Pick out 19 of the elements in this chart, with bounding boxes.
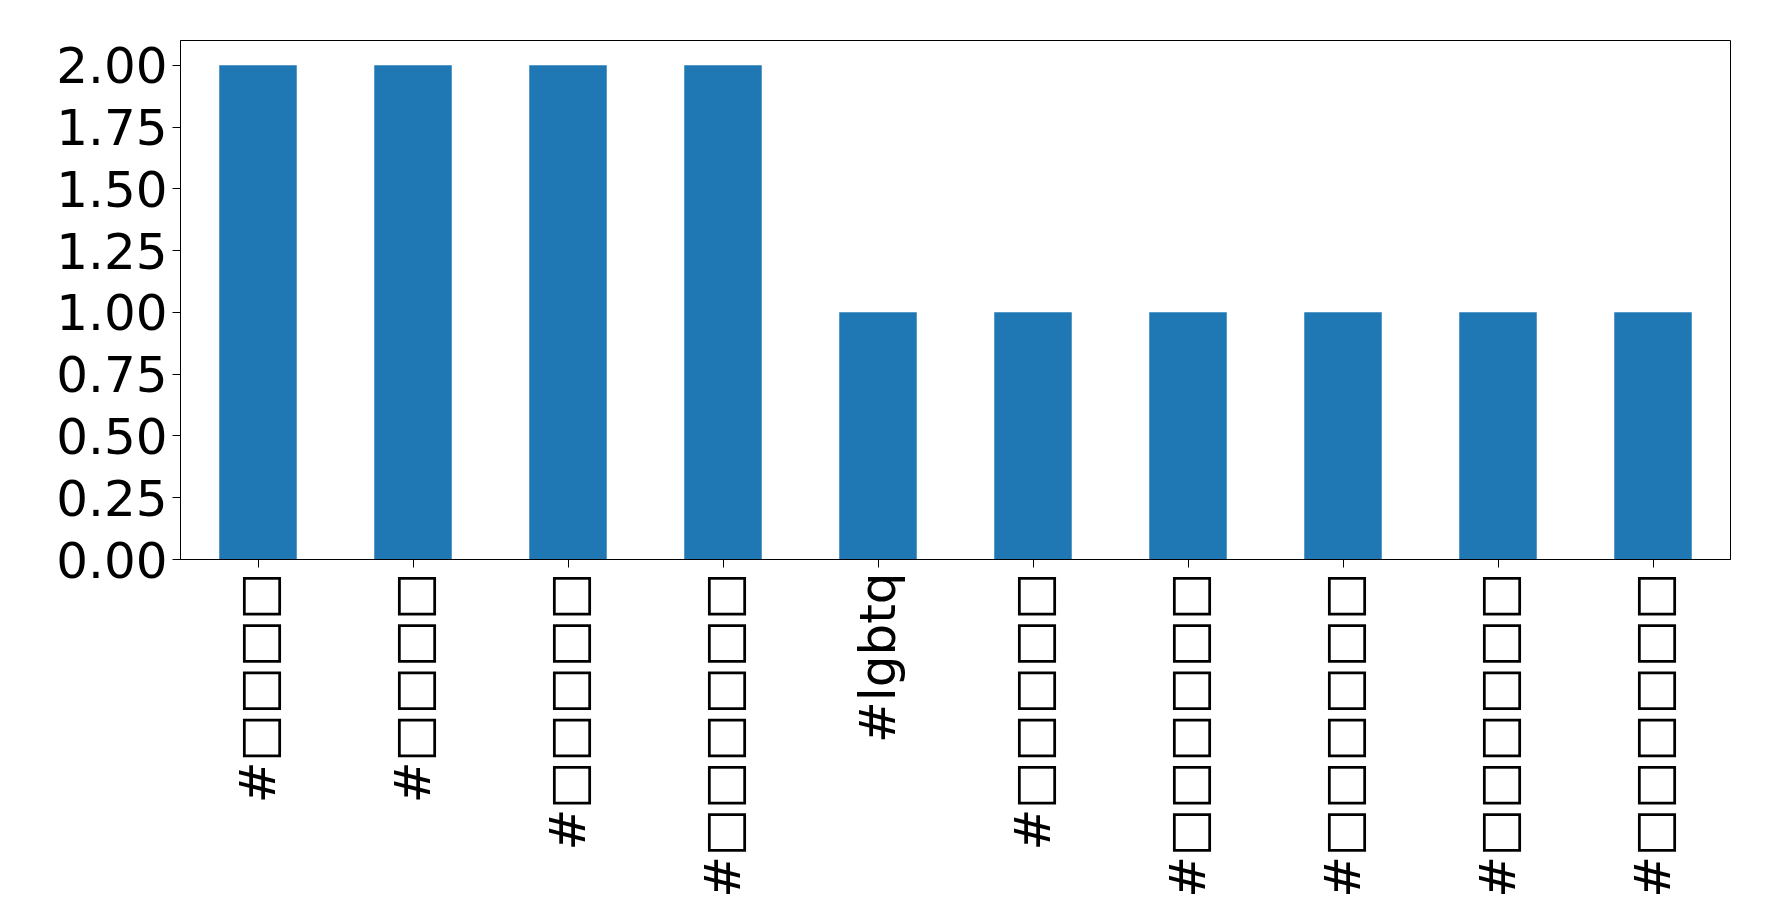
x-tick-label: #□□□□□□ <box>1159 572 1217 898</box>
y-tick-label: 0.25 <box>56 469 168 528</box>
x-tick-label: #□□□□ <box>229 572 287 804</box>
y-tick-label: 0.75 <box>56 346 168 405</box>
x-tick-label: #□□□□□ <box>539 572 597 851</box>
y-tick-label: 1.25 <box>56 222 168 281</box>
x-tick-label: #□□□□□□ <box>1469 572 1527 898</box>
x-tick-label: #□□□□ <box>384 572 442 804</box>
y-tick-label: 1.75 <box>56 99 168 157</box>
x-tick-label: #lgbtq <box>849 572 907 744</box>
x-tick-label: #□□□□□ <box>1004 572 1062 851</box>
x-tick-label: #□□□□□□ <box>1624 572 1682 898</box>
y-tick-label: 0.50 <box>56 407 168 466</box>
y-tick-label: 1.50 <box>56 160 168 219</box>
y-tick-label: 0.00 <box>56 531 168 590</box>
y-tick-label: 1.00 <box>56 284 168 343</box>
y-tick-label: 2.00 <box>56 37 168 96</box>
x-tick-label: #□□□□□□ <box>1314 572 1372 898</box>
x-tick-label: #□□□□□□ <box>694 572 752 898</box>
